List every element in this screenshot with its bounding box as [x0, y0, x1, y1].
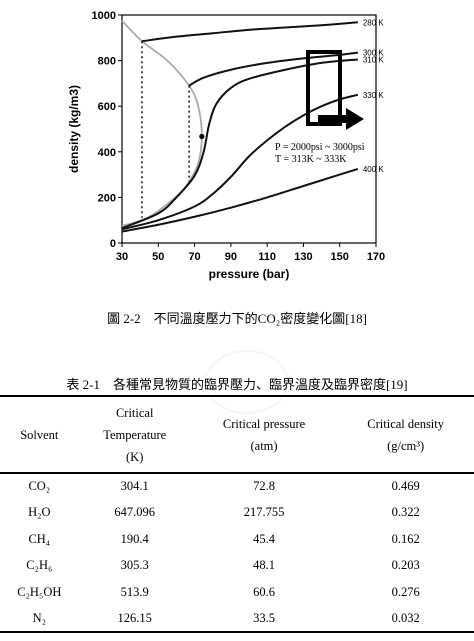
annotation-line: P = 2000psi ~ 3000psi	[275, 142, 365, 153]
column-header-text: Temperature	[103, 427, 167, 442]
arrow-head	[346, 108, 364, 130]
plot-frame	[121, 14, 377, 244]
series-label-300k: 300 K	[363, 49, 385, 58]
column-header-text: (g/cm³)	[387, 438, 425, 453]
table-cell: 0.276	[391, 584, 420, 599]
figure-caption: 圖 2-2 不同溫度壓力下的CO₂密度變化圖[18]	[107, 311, 367, 326]
x-tick-label: 30	[116, 251, 128, 263]
table-cell: C₂H₅OH	[17, 584, 62, 599]
y-tick-label: 400	[98, 147, 116, 159]
column-header-text: (atm)	[250, 438, 278, 453]
column-header-text: Critical pressure	[222, 416, 306, 431]
table-body: CO₂ 304.1 72.8 0.469 H₂O 647.096 217.755 0.322 C…	[0, 473, 474, 632]
table-cell: 513.9	[120, 584, 149, 599]
table-cell: 0.469	[391, 479, 420, 494]
table-cell: CH₄	[28, 531, 51, 546]
table-row: C₂H₆ 305.3 48.1 0.203	[0, 553, 474, 580]
table-cell: CO₂	[28, 479, 51, 494]
table-cell: 0.032	[391, 610, 420, 625]
plot-area: 30 50 70 90 110 130 150 170 0 200 400 600 800 1000 pre…	[67, 10, 385, 281]
saturation-curve	[121, 20, 203, 227]
series-label-280k: 280 K	[363, 18, 385, 27]
table-cell: 305.3	[120, 558, 149, 573]
y-tick-label: 200	[98, 192, 116, 204]
table-row: CH₄ 190.4 45.4 0.162	[0, 526, 474, 553]
series-label-400k: 400 K	[363, 165, 385, 174]
series-line-400k	[121, 167, 359, 233]
column-header-text: (K)	[126, 449, 144, 464]
table-cell: 60.6	[253, 584, 275, 599]
column-header: Solvent	[0, 396, 79, 473]
table-title: 表 2-1 各種常見物質的臨界壓力、臨界溫度及臨界密度[19]	[66, 377, 408, 392]
table-row: H₂O 647.096 217.755 0.322	[0, 500, 474, 527]
y-tick-label: 0	[110, 238, 116, 250]
x-tick-label: 90	[225, 251, 237, 263]
table-cell: 647.096	[114, 505, 155, 520]
table-cell: 0.322	[391, 505, 420, 520]
y-tick-label: 600	[98, 101, 116, 113]
series-line-310k	[121, 58, 358, 230]
column-header-text: Critical	[115, 405, 154, 420]
series-label-330k: 330 K	[363, 91, 385, 100]
series-label-310k: 310 K	[363, 55, 385, 64]
table-cell: 0.203	[391, 558, 420, 573]
x-tick-label: 170	[367, 251, 385, 263]
table-row: CO₂ 304.1 72.8 0.469	[0, 473, 474, 500]
column-header-text: Critical density	[367, 416, 445, 431]
column-header: Critical density (g/cm³)	[337, 396, 474, 473]
x-tick-label: 130	[294, 251, 312, 263]
watermark-seal	[205, 350, 289, 414]
annotation-line: T = 313K ~ 333K	[275, 154, 347, 165]
x-tick-label: 150	[331, 251, 349, 263]
column-header: Critical pressure (atm)	[191, 396, 338, 473]
series-line-280k	[141, 21, 358, 43]
table-cell: 217.755	[243, 505, 285, 520]
table-cell: 33.5	[253, 610, 275, 625]
x-tick-label: 50	[152, 251, 164, 263]
y-axis-label: density (kg/m3)	[67, 85, 81, 173]
table-row: N₂ 126.15 33.5 0.032	[0, 606, 474, 633]
table-cell: 0.162	[391, 531, 420, 546]
x-tick-label: 110	[258, 251, 276, 263]
table-row: C₂H₅OH 513.9 60.6 0.276	[0, 579, 474, 606]
series-line-330k	[121, 93, 359, 231]
table-cell: 48.1	[253, 558, 275, 573]
table-cell: 45.4	[253, 531, 275, 546]
critical-properties-table: Solvent Critical Temperature (K) Critical pr…	[0, 395, 474, 633]
table-cell: 72.8	[253, 479, 275, 494]
y-tick-label: 800	[98, 56, 116, 68]
y-tick-label: 1000	[92, 10, 116, 22]
series-line-300k	[188, 51, 358, 87]
critical-point	[199, 133, 205, 140]
x-tick-label: 70	[188, 251, 200, 263]
highlight-box	[306, 50, 342, 126]
table-cell: 126.15	[117, 610, 152, 625]
table-cell: C₂H₆	[26, 558, 53, 573]
table-cell: H₂O	[28, 505, 51, 520]
table-cell: N₂	[32, 610, 46, 625]
column-header: Critical Temperature (K)	[79, 396, 191, 473]
table-header-row: Solvent Critical Temperature (K) Critical pr…	[0, 396, 474, 473]
table-cell: 304.1	[120, 479, 149, 494]
table-cell: 190.4	[120, 531, 149, 546]
column-header-text: Solvent	[20, 427, 59, 442]
density-chart: 30 50 70 90 110 130 150 170 0 200 400 600 800 1000 pre…	[67, 10, 385, 281]
x-axis-label: pressure (bar)	[209, 267, 290, 281]
